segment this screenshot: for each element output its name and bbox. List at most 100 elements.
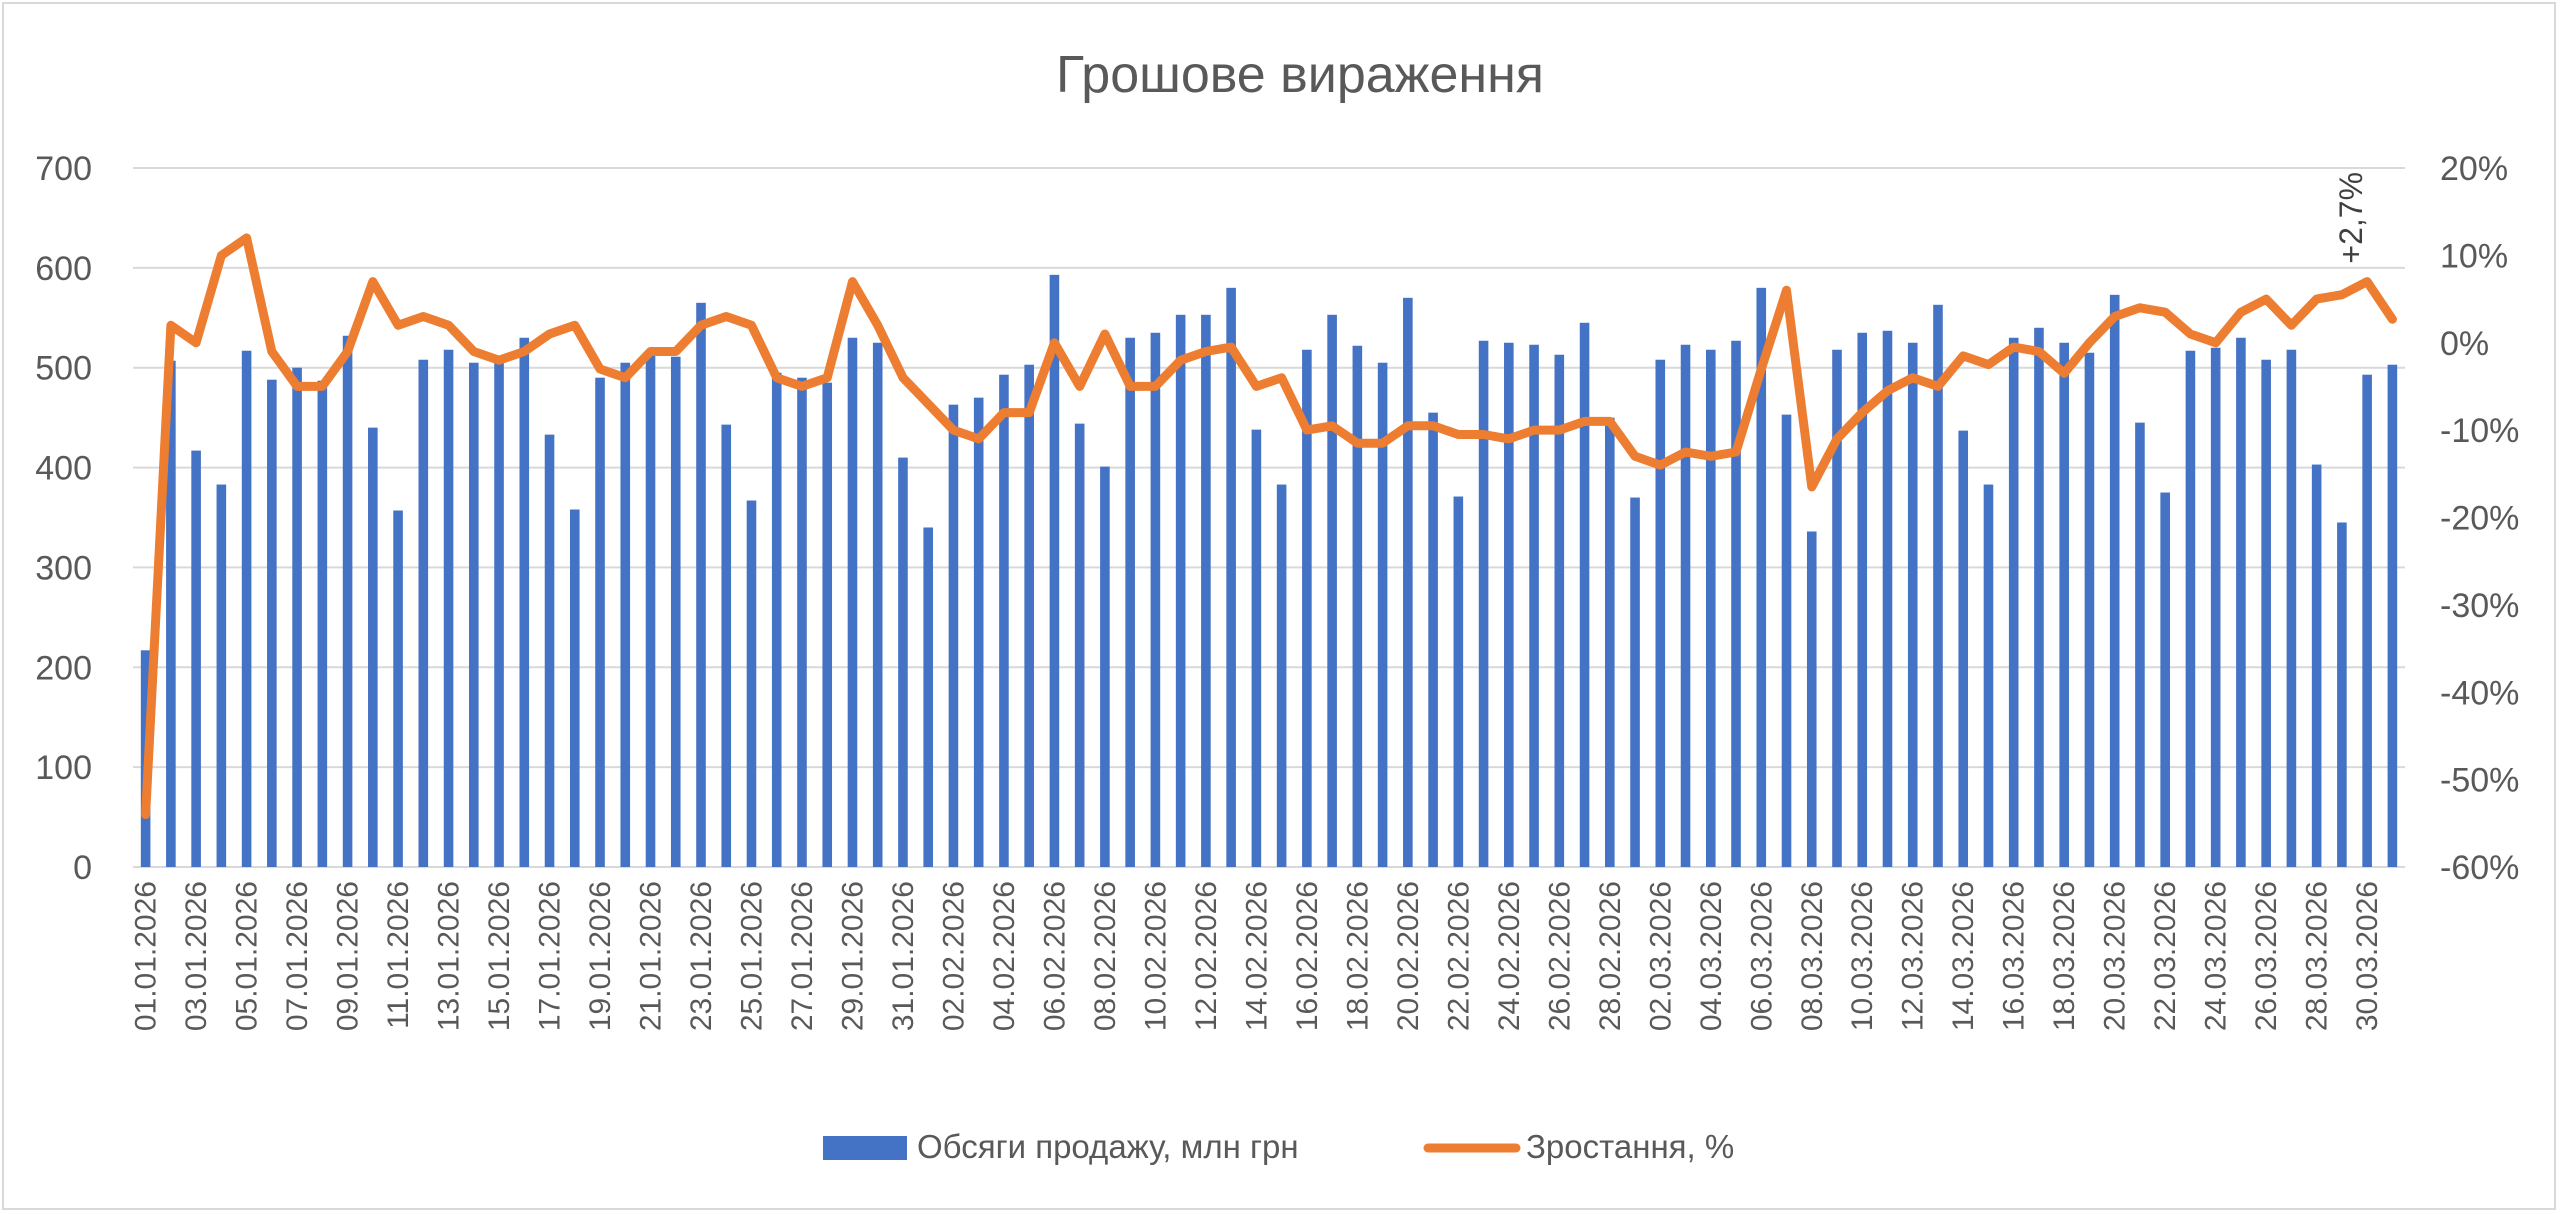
bar xyxy=(1529,344,1539,867)
bar xyxy=(292,367,302,867)
bar xyxy=(1756,287,1767,867)
x-tick-label: 08.02.2026 xyxy=(1089,881,1122,1031)
bar xyxy=(216,484,227,867)
bar xyxy=(999,374,1009,867)
x-tick-label: 04.03.2026 xyxy=(1695,881,1728,1031)
x-tick-label: 01.01.2026 xyxy=(130,881,163,1031)
bar xyxy=(166,360,176,867)
bar xyxy=(923,527,933,867)
x-tick-label: 10.03.2026 xyxy=(1846,881,1879,1031)
x-tick-label: 30.03.2026 xyxy=(2351,881,2384,1031)
bar xyxy=(1806,531,1817,867)
bar xyxy=(1655,359,1666,867)
x-tick-label: 05.01.2026 xyxy=(231,881,264,1031)
x-tick-label: 19.01.2026 xyxy=(584,881,617,1031)
right-tick-label: -10% xyxy=(2440,412,2519,450)
bar xyxy=(1504,342,1514,867)
bar xyxy=(1781,414,1792,867)
bar xyxy=(1907,342,1918,867)
x-tick-label: 06.03.2026 xyxy=(1745,881,1778,1031)
x-tick-label: 06.02.2026 xyxy=(1038,881,1071,1031)
bar xyxy=(1100,466,1110,867)
bar xyxy=(2160,492,2170,867)
bar xyxy=(267,379,277,867)
bar xyxy=(620,362,631,867)
bar xyxy=(1125,337,1135,867)
right-tick-label: 0% xyxy=(2440,325,2489,363)
bar xyxy=(1201,314,1211,867)
bar xyxy=(1680,344,1691,867)
legend-bar-label: Обсяги продажу, млн грн xyxy=(917,1128,1299,1165)
x-tick-label: 28.02.2026 xyxy=(1594,881,1627,1031)
bar xyxy=(1428,412,1438,867)
x-tick-label: 11.01.2026 xyxy=(382,881,415,1029)
bar xyxy=(1705,349,1716,867)
bar xyxy=(519,337,530,867)
right-tick-label: -60% xyxy=(2440,849,2519,887)
bar xyxy=(1175,314,1186,867)
left-tick-label: 0 xyxy=(73,849,92,887)
x-tick-label: 23.01.2026 xyxy=(685,881,718,1031)
line-series xyxy=(141,233,2397,820)
bar xyxy=(1403,297,1413,867)
left-tick-label: 700 xyxy=(35,150,92,188)
bar xyxy=(1832,349,1842,867)
x-tick-label: 28.03.2026 xyxy=(2301,881,2334,1031)
x-tick-label: 22.03.2026 xyxy=(2149,881,2182,1031)
x-tick-label: 24.02.2026 xyxy=(1493,881,1526,1031)
bar xyxy=(1074,423,1085,867)
bar xyxy=(494,357,504,867)
x-tick-label: 16.03.2026 xyxy=(1998,881,2031,1031)
right-tick-label: 20% xyxy=(2440,150,2508,188)
legend-line-label: Зростання, % xyxy=(1526,1128,1734,1165)
bar xyxy=(2362,374,2372,867)
bar xyxy=(2236,337,2246,867)
bar xyxy=(1579,322,1590,867)
x-tick-label: 29.01.2026 xyxy=(836,881,869,1031)
left-tick-label: 300 xyxy=(35,549,92,587)
x-tick-label: 18.02.2026 xyxy=(1341,881,1374,1031)
right-axis: -60% -50% -40% -30% -20% -10% 0% 10% 20% xyxy=(2440,150,2519,887)
last-value-annotation: +2,7% xyxy=(2333,172,2369,264)
x-tick-label: 16.02.2026 xyxy=(1291,881,1324,1031)
bar xyxy=(368,427,378,867)
bar xyxy=(1024,364,1034,867)
x-tick-label: 09.01.2026 xyxy=(332,881,365,1031)
bar xyxy=(797,377,807,867)
bar xyxy=(746,500,757,867)
bar xyxy=(696,302,706,867)
x-tick-label: 25.01.2026 xyxy=(735,881,768,1031)
bar xyxy=(670,356,681,867)
x-tick-label: 04.02.2026 xyxy=(988,881,1021,1031)
right-tick-label: 10% xyxy=(2440,237,2508,275)
right-tick-label: -40% xyxy=(2440,674,2519,712)
bar xyxy=(1049,274,1060,867)
bar xyxy=(342,335,353,867)
bar xyxy=(847,337,858,867)
bar xyxy=(569,509,580,867)
left-tick-label: 200 xyxy=(35,649,92,687)
x-tick-label: 14.03.2026 xyxy=(1947,881,1980,1031)
left-axis: 0 100 200 300 400 500 600 700 xyxy=(35,150,92,887)
bar xyxy=(1554,354,1565,867)
bar xyxy=(2311,464,2322,867)
bar xyxy=(2210,347,2221,867)
bar xyxy=(2185,350,2196,867)
right-tick-label: -50% xyxy=(2440,762,2519,800)
bar xyxy=(1251,429,1262,867)
bar xyxy=(771,372,782,867)
x-tick-label: 17.01.2026 xyxy=(534,881,567,1031)
x-tick-label: 22.02.2026 xyxy=(1442,881,1475,1031)
bar xyxy=(1630,497,1640,867)
x-tick-label: 20.02.2026 xyxy=(1392,881,1425,1031)
x-tick-label: 31.01.2026 xyxy=(887,881,920,1031)
x-tick-label: 14.02.2026 xyxy=(1240,881,1273,1031)
bar xyxy=(393,510,403,867)
x-tick-label: 18.03.2026 xyxy=(2048,881,2081,1031)
legend-bar-swatch xyxy=(823,1136,907,1160)
bar xyxy=(1933,304,1943,867)
bar xyxy=(191,450,201,867)
x-tick-label: 12.03.2026 xyxy=(1897,881,1930,1031)
left-tick-label: 500 xyxy=(35,350,92,388)
